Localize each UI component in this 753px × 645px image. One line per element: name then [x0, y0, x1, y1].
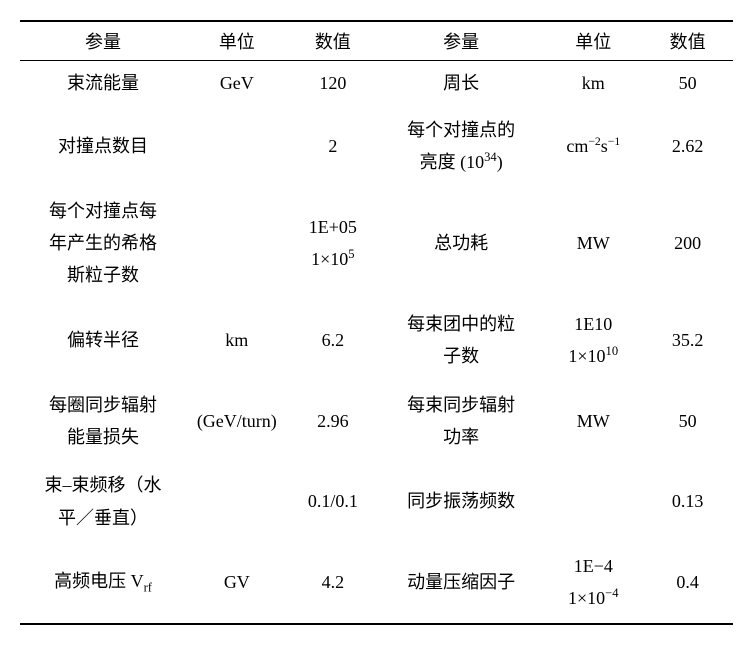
cell-param-left: 偏转半径 — [20, 300, 186, 381]
cell-unit-left: (GeV/turn) — [186, 381, 287, 462]
text-line: 每束同步辐射 — [407, 395, 515, 415]
cell-param-left: 对撞点数目 — [20, 106, 186, 187]
cell-param-right: 每个对撞点的 亮度 (1034) — [378, 106, 544, 187]
cell-unit-left — [186, 187, 287, 300]
cell-unit-right: MW — [544, 381, 642, 462]
cell-param-left: 束流能量 — [20, 61, 186, 106]
cell-value-right: 35.2 — [642, 300, 733, 381]
cell-unit-left — [186, 461, 287, 542]
cell-unit-left: km — [186, 300, 287, 381]
text-line: 1×105 — [311, 249, 354, 269]
text-line: 1×10−4 — [568, 588, 619, 608]
cell-param-left: 每圈同步辐射 能量损失 — [20, 381, 186, 462]
text-line: 每圈同步辐射 — [49, 395, 157, 415]
cell-unit-right: MW — [544, 187, 642, 300]
header-unit-right: 单位 — [544, 21, 642, 61]
cell-value-right: 2.62 — [642, 106, 733, 187]
cell-unit-right: 1E10 1×1010 — [544, 300, 642, 381]
text-line: 子数 — [443, 346, 479, 366]
cell-unit-right: 1E−4 1×10−4 — [544, 542, 642, 624]
cell-value-right: 50 — [642, 61, 733, 106]
cell-value-left: 2.96 — [288, 381, 379, 462]
table-row: 高频电压 Vrf GV 4.2 动量压缩因子 1E−4 1×10−4 0.4 — [20, 542, 733, 624]
cell-param-left: 每个对撞点每 年产生的希格 斯粒子数 — [20, 187, 186, 300]
cell-value-right: 50 — [642, 381, 733, 462]
cell-value-left: 0.1/0.1 — [288, 461, 379, 542]
table-row: 束–束频移（水 平／垂直） 0.1/0.1 同步振荡频数 0.13 — [20, 461, 733, 542]
text-line: 1E−4 — [574, 556, 613, 576]
cell-param-right: 每束同步辐射 功率 — [378, 381, 544, 462]
cell-param-right: 周长 — [378, 61, 544, 106]
table-row: 对撞点数目 2 每个对撞点的 亮度 (1034) cm−2s−1 2.62 — [20, 106, 733, 187]
text-line: 亮度 (1034) — [420, 152, 503, 172]
cell-param-right: 每束团中的粒 子数 — [378, 300, 544, 381]
text-line: 功率 — [443, 427, 479, 447]
cell-value-left: 1E+05 1×105 — [288, 187, 379, 300]
cell-param-right: 同步振荡频数 — [378, 461, 544, 542]
header-param-left: 参量 — [20, 21, 186, 61]
cell-param-right: 总功耗 — [378, 187, 544, 300]
table-row: 每个对撞点每 年产生的希格 斯粒子数 1E+05 1×105 总功耗 MW 20… — [20, 187, 733, 300]
header-param-right: 参量 — [378, 21, 544, 61]
cell-unit-right: km — [544, 61, 642, 106]
table-row: 偏转半径 km 6.2 每束团中的粒 子数 1E10 1×1010 35.2 — [20, 300, 733, 381]
cell-unit-right: cm−2s−1 — [544, 106, 642, 187]
cell-unit-left: GeV — [186, 61, 287, 106]
cell-value-right: 200 — [642, 187, 733, 300]
cell-param-left: 束–束频移（水 平／垂直） — [20, 461, 186, 542]
cell-unit-left — [186, 106, 287, 187]
cell-value-left: 120 — [288, 61, 379, 106]
text-line: 平／垂直） — [58, 508, 148, 528]
text-line: 每束团中的粒 — [407, 314, 515, 334]
header-unit-left: 单位 — [186, 21, 287, 61]
text-line: 1×1010 — [568, 346, 618, 366]
text-line: 每个对撞点每 — [49, 201, 157, 221]
text-line: 1E10 — [574, 314, 612, 334]
text-line: 束–束频移（水 — [45, 475, 162, 495]
cell-param-left: 高频电压 Vrf — [20, 542, 186, 624]
text-line: 斯粒子数 — [67, 265, 139, 285]
header-value-left: 数值 — [288, 21, 379, 61]
cell-value-right: 0.4 — [642, 542, 733, 624]
cell-value-left: 2 — [288, 106, 379, 187]
header-row: 参量 单位 数值 参量 单位 数值 — [20, 21, 733, 61]
cell-value-right: 0.13 — [642, 461, 733, 542]
cell-value-left: 4.2 — [288, 542, 379, 624]
table-row: 束流能量 GeV 120 周长 km 50 — [20, 61, 733, 106]
text-line: 1E+05 — [309, 217, 357, 237]
text-line: 每个对撞点的 — [407, 120, 515, 140]
text-line: 能量损失 — [67, 427, 139, 447]
cell-unit-right — [544, 461, 642, 542]
header-value-right: 数值 — [642, 21, 733, 61]
text-line: 年产生的希格 — [49, 233, 157, 253]
parameter-table: 参量 单位 数值 参量 单位 数值 束流能量 GeV 120 周长 km 50 … — [20, 20, 733, 625]
cell-unit-left: GV — [186, 542, 287, 624]
cell-value-left: 6.2 — [288, 300, 379, 381]
cell-param-right: 动量压缩因子 — [378, 542, 544, 624]
table-row: 每圈同步辐射 能量损失 (GeV/turn) 2.96 每束同步辐射 功率 MW… — [20, 381, 733, 462]
